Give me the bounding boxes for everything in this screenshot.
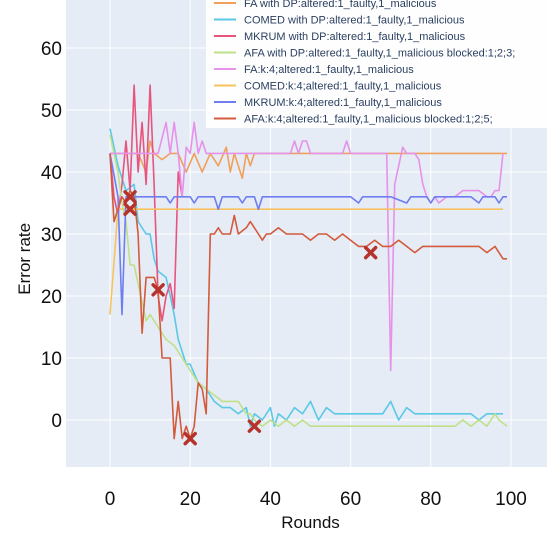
x-tick-label: 0 [105, 489, 116, 510]
series-line-6 [109, 208, 503, 315]
legend-item: COMED with DP:altered:1_faulty,1_malicio… [214, 15, 465, 27]
legend-item: MKRUM:k:4;altered:1_faulty,1_malicious [214, 97, 442, 109]
x-marker [363, 245, 378, 260]
legend-item: COMED:k:4;altered:1_faulty,1_malicious [214, 81, 442, 93]
legend-label: AFA with DP:altered:1_faulty,1_malicious… [244, 48, 515, 60]
x-tick-labels: 0 20 40 60 80 100 [105, 489, 527, 510]
y-tick-label: 30 [41, 225, 62, 246]
legend-label: AFA:k:4;altered:1_faulty,1_malicious blo… [244, 114, 493, 126]
legend-label: FA:k:4;altered:1_faulty,1_malicious [244, 64, 414, 76]
x-tick-label: 40 [260, 489, 281, 510]
legend-item: FA with DP:altered:1_faulty,1_malicious [214, 0, 437, 10]
legend-item: FA:k:4;altered:1_faulty,1_malicious [214, 64, 414, 76]
series-line-8 [109, 153, 507, 440]
legend-label: COMED:k:4;altered:1_faulty,1_malicious [244, 81, 442, 93]
legend-label: FA with DP:altered:1_faulty,1_malicious [244, 0, 437, 10]
y-tick-label: 0 [51, 411, 62, 432]
series-line-3 [109, 84, 183, 322]
series-line-7 [109, 153, 507, 316]
legend-item: AFA:k:4;altered:1_faulty,1_malicious blo… [214, 114, 493, 126]
x-marker [123, 190, 137, 204]
y-tick-label: 60 [41, 39, 62, 60]
legend-label: MKRUM:k:4;altered:1_faulty,1_malicious [244, 97, 442, 109]
x-marker [151, 283, 165, 297]
y-axis-label: Error rate [15, 223, 34, 295]
legend-item: AFA with DP:altered:1_faulty,1_malicious… [214, 48, 515, 60]
x-marker [247, 419, 262, 433]
x-tick-label: 60 [340, 489, 361, 510]
y-tick-label: 40 [41, 163, 62, 184]
y-tick-label: 10 [41, 349, 62, 370]
legend-label: COMED with DP:altered:1_faulty,1_malicio… [244, 15, 465, 27]
legend: FA with DP:altered:1_faulty,1_malicious C… [206, 0, 547, 128]
x-tick-label: 100 [495, 489, 527, 510]
series-line-4 [109, 134, 508, 427]
series-line-2 [109, 128, 503, 427]
legend-box [206, 0, 547, 128]
highlight-markers [123, 190, 378, 446]
series-lines [109, 84, 508, 440]
x-axis-label: Rounds [281, 513, 340, 532]
y-tick-label: 20 [41, 287, 62, 308]
legend-item: MKRUM with DP:altered:1_faulty,1_malicio… [214, 31, 466, 43]
x-marker [123, 202, 137, 216]
y-tick-label: 50 [41, 101, 62, 122]
x-tick-label: 80 [420, 489, 441, 510]
y-tick-labels: 0 10 20 30 40 50 60 [41, 39, 62, 432]
legend-label: MKRUM with DP:altered:1_faulty,1_malicio… [244, 31, 466, 43]
x-tick-label: 20 [180, 489, 201, 510]
x-marker [183, 431, 197, 446]
